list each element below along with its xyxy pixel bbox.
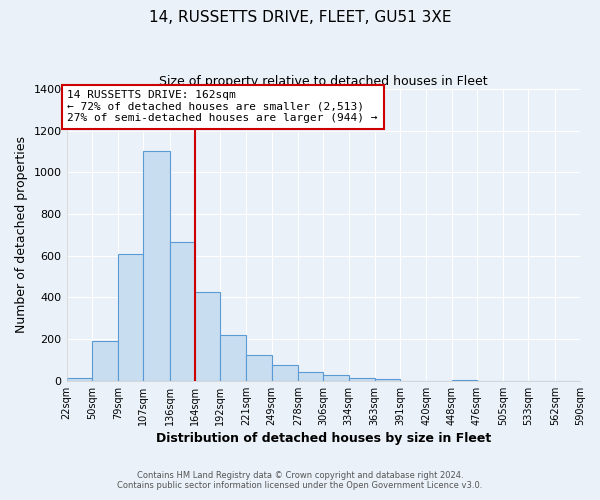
Bar	[195, 292, 220, 381]
X-axis label: Distribution of detached houses by size in Fleet: Distribution of detached houses by size …	[155, 432, 491, 445]
Bar	[220, 335, 247, 381]
Bar	[247, 355, 272, 381]
Bar	[118, 254, 143, 381]
Bar	[298, 372, 323, 381]
Title: Size of property relative to detached houses in Fleet: Size of property relative to detached ho…	[159, 75, 488, 88]
Bar	[92, 340, 118, 381]
Bar	[452, 380, 477, 381]
Bar	[375, 379, 400, 381]
Y-axis label: Number of detached properties: Number of detached properties	[15, 136, 28, 334]
Bar	[67, 378, 92, 381]
Bar	[143, 151, 170, 381]
Text: Contains HM Land Registry data © Crown copyright and database right 2024.
Contai: Contains HM Land Registry data © Crown c…	[118, 470, 482, 490]
Bar	[323, 375, 349, 381]
Text: 14, RUSSETTS DRIVE, FLEET, GU51 3XE: 14, RUSSETTS DRIVE, FLEET, GU51 3XE	[149, 10, 451, 25]
Bar	[272, 364, 298, 381]
Text: 14 RUSSETTS DRIVE: 162sqm
← 72% of detached houses are smaller (2,513)
27% of se: 14 RUSSETTS DRIVE: 162sqm ← 72% of detac…	[67, 90, 378, 124]
Bar	[349, 378, 375, 381]
Bar	[170, 242, 195, 381]
